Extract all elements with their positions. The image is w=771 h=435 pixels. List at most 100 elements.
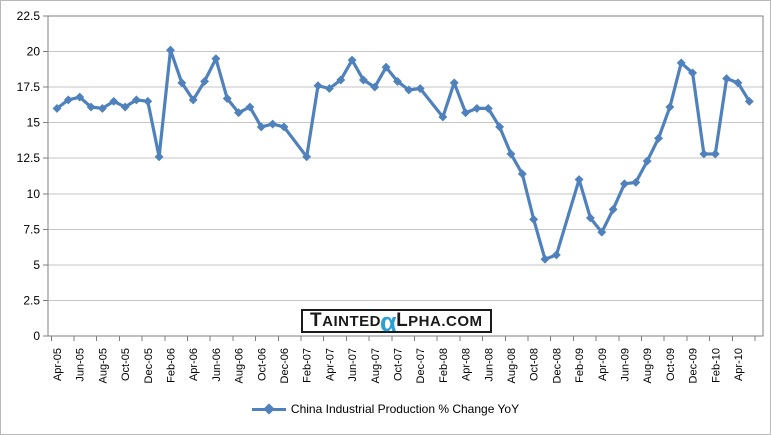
x-axis-label: Feb-07 — [302, 348, 314, 383]
x-axis-label: Oct-09 — [665, 348, 677, 381]
data-point-marker — [97, 103, 107, 113]
data-point-marker — [744, 96, 754, 106]
data-point-marker — [529, 214, 539, 224]
data-point-marker — [131, 95, 141, 105]
data-point-marker — [597, 227, 607, 237]
data-point-marker — [574, 175, 584, 185]
y-axis-label: 10 — [27, 187, 41, 201]
data-point-marker — [699, 149, 709, 159]
data-point-marker — [279, 122, 289, 132]
x-axis-label: Jun-08 — [483, 348, 495, 382]
x-axis-label: Dec-08 — [551, 348, 563, 383]
data-point-marker — [234, 108, 244, 118]
y-axis-label: 2.5 — [23, 293, 40, 307]
data-point-marker — [245, 102, 255, 112]
y-axis-label: 20 — [27, 45, 41, 59]
x-axis-label: Feb-06 — [165, 348, 177, 383]
data-point-marker — [381, 62, 391, 72]
data-point-marker — [165, 45, 176, 55]
y-axis-label: 22.5 — [17, 9, 41, 23]
x-axis-label: Apr-08 — [461, 348, 473, 381]
data-point-marker — [222, 93, 232, 104]
data-point-marker — [313, 81, 323, 91]
data-point-marker — [642, 156, 652, 166]
x-axis-label: Feb-09 — [574, 348, 586, 383]
watermark-text-tainted: TAINTED — [310, 310, 381, 331]
data-point-marker — [495, 122, 505, 132]
data-point-marker — [415, 83, 425, 94]
data-point-marker — [52, 103, 62, 113]
x-axis-label: Jun-06 — [211, 348, 223, 382]
data-point-marker — [86, 102, 96, 112]
data-point-marker — [188, 95, 198, 105]
x-axis-label: Apr-10 — [733, 348, 745, 381]
data-point-marker — [268, 119, 278, 129]
data-point-marker — [461, 108, 471, 118]
data-point-marker — [540, 254, 550, 264]
x-axis-label: Dec-06 — [279, 348, 291, 383]
y-axis-label: 15 — [27, 116, 41, 130]
x-axis-label: Feb-10 — [710, 348, 722, 383]
data-point-marker — [710, 149, 720, 159]
x-axis-label: Jun-07 — [347, 348, 359, 382]
data-point-marker — [143, 96, 153, 106]
x-axis-label: Oct-08 — [529, 348, 541, 381]
x-axis-label: Apr-05 — [52, 348, 64, 381]
data-point-marker — [506, 149, 516, 159]
x-axis-label: Aug-08 — [506, 348, 518, 383]
data-point-marker — [449, 78, 459, 88]
watermark-text-lpha-com: LPHA.COM — [396, 310, 483, 331]
alpha-glyph-icon: α — [379, 307, 398, 337]
data-point-marker — [676, 58, 686, 68]
data-point-marker — [347, 55, 357, 65]
data-point-marker — [585, 213, 595, 223]
data-point-marker — [688, 68, 698, 78]
x-axis-label: Jun-09 — [619, 348, 631, 382]
x-axis-label: Jun-05 — [75, 348, 87, 382]
data-point-marker — [392, 76, 403, 86]
data-point-marker — [653, 133, 664, 143]
plot-border — [47, 15, 764, 337]
y-axis-label: 7.5 — [23, 222, 40, 236]
x-axis-label: Feb-08 — [438, 348, 450, 383]
data-point-marker — [75, 92, 85, 102]
y-axis-label: 12.5 — [17, 151, 41, 165]
data-point-marker — [120, 102, 130, 112]
legend-label: China Industrial Production % Change YoY — [290, 402, 520, 416]
x-axis-label: Oct-06 — [256, 348, 268, 381]
data-point-marker — [517, 169, 527, 179]
x-axis-label: Apr-09 — [597, 348, 609, 381]
x-axis-label: Apr-07 — [324, 348, 336, 381]
data-point-marker — [619, 179, 630, 189]
y-axis-label: 0 — [33, 329, 40, 343]
legend-line-marker-icon — [251, 402, 286, 415]
data-point-marker — [211, 54, 221, 64]
x-axis-label: Aug-07 — [370, 348, 382, 383]
taintedalpha-watermark: TAINTED α LPHA.COM — [301, 307, 492, 337]
x-axis-label: Aug-09 — [642, 348, 654, 383]
legend-diamond-icon — [263, 402, 275, 415]
x-axis-label: Dec-05 — [143, 348, 155, 383]
data-point-marker — [404, 85, 414, 95]
data-point-marker — [631, 177, 641, 187]
data-point-marker — [154, 152, 164, 162]
legend: China Industrial Production % Change YoY — [1, 402, 770, 416]
data-point-marker — [324, 83, 334, 94]
data-point-marker — [358, 75, 368, 85]
x-axis-label: Oct-05 — [120, 348, 132, 381]
x-axis-label: Dec-09 — [688, 348, 700, 383]
y-axis-label: 5 — [33, 258, 40, 272]
data-point-marker — [109, 96, 119, 106]
data-point-marker — [438, 112, 448, 122]
x-axis-label: Aug-05 — [97, 348, 109, 383]
data-point-marker — [302, 152, 312, 162]
data-point-marker — [665, 102, 675, 112]
x-axis-label: Dec-07 — [415, 348, 427, 383]
x-axis-label: Aug-06 — [234, 348, 246, 383]
x-axis-label: Oct-07 — [392, 348, 404, 381]
data-point-marker — [472, 103, 482, 113]
data-point-marker — [199, 76, 210, 86]
data-point-marker — [483, 103, 493, 113]
